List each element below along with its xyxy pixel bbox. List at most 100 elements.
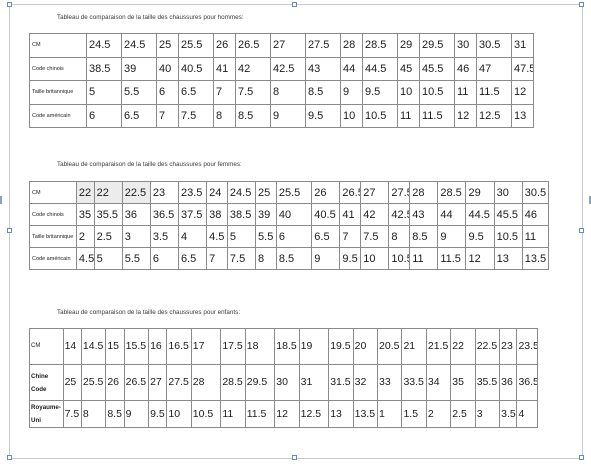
size-cell: 24.5 xyxy=(121,33,157,58)
size-cell: 7 xyxy=(206,247,228,270)
row-header: Taille britannique xyxy=(29,80,87,105)
size-cell: 25.5 xyxy=(275,181,313,204)
size-cell: 26 xyxy=(213,33,236,58)
size-cell: 22.5 xyxy=(474,328,501,365)
table-row: Taille britannique 2 2.5 3 3.5 4 4.5 5 5.5 6 6.5 7 7… xyxy=(29,225,550,248)
size-cell: 11.5 xyxy=(437,247,467,270)
size-cell: 10.5 xyxy=(388,247,411,270)
kids-size-table: CM 14 14.5 15 15.5 16 16.5 17 17.5 18 18.5 19 19.5 20… xyxy=(29,328,538,428)
size-cell: 5.5 xyxy=(121,247,151,270)
size-cell: 3.5 xyxy=(499,400,518,428)
table-row: Chine Code 25 25.5 26 26.5 27 27.5 28 28.5 29.5 30… xyxy=(29,364,538,401)
size-cell: 19.5 xyxy=(328,328,354,365)
size-cell: 27 xyxy=(270,33,306,58)
size-cell: 12 xyxy=(274,400,300,428)
size-cell: 2 xyxy=(425,400,452,428)
size-cell: 26.5 xyxy=(235,33,271,58)
size-cell: 8 xyxy=(270,80,306,105)
size-cell: 28 xyxy=(190,364,222,401)
size-cell: 7.5 xyxy=(235,80,271,105)
size-cell: 39 xyxy=(255,203,277,226)
size-cell: 46 xyxy=(454,56,477,81)
size-cell: 23 xyxy=(149,181,179,204)
resize-handle-bottom-center[interactable] xyxy=(292,455,297,460)
women-table-body: CM222222.52323.52424.52525.52626.52727.5… xyxy=(29,181,550,270)
size-cell: 30 xyxy=(274,364,300,401)
size-cell: 10.5 xyxy=(362,103,398,128)
size-cell: 11.5 xyxy=(419,103,455,128)
size-cell: 2.5 xyxy=(93,225,123,248)
size-cell: 22.5 xyxy=(121,181,151,204)
size-cell: 9.5 xyxy=(305,103,341,128)
size-cell: 35 xyxy=(75,203,95,226)
size-cell: 27 xyxy=(148,364,168,401)
size-cell: 8 xyxy=(80,400,107,428)
size-cell: 9 xyxy=(311,247,341,270)
size-cell: 33 xyxy=(377,364,403,401)
size-cell: 12 xyxy=(465,247,495,270)
size-cell: 26.5 xyxy=(123,364,150,401)
size-cell: 13.5 xyxy=(521,247,550,270)
resize-handle-middle-right[interactable] xyxy=(579,228,584,233)
size-cell: 20 xyxy=(352,328,379,365)
size-cell: 8.5 xyxy=(235,103,271,128)
kids-table-caption: Tableau de comparaison de la taille des … xyxy=(57,309,241,316)
size-cell: 29.5 xyxy=(244,364,276,401)
size-cell: 8 xyxy=(388,225,411,248)
table-row: CM 14 14.5 15 15.5 16 16.5 17 17.5 18 18.5 19 19.5 20… xyxy=(29,328,538,365)
resize-handle-middle-left[interactable] xyxy=(7,228,12,233)
table-row: Code américain 4.5 5 5.5 6 6.5 7 7.5 8 8.5 9 9.5 10 1… xyxy=(29,247,550,270)
size-cell: 19 xyxy=(298,328,330,365)
size-cell: 42.5 xyxy=(388,203,411,226)
resize-handle-top-right[interactable] xyxy=(579,2,584,7)
size-cell: 24.5 xyxy=(226,181,257,204)
size-cell: 17 xyxy=(190,328,222,365)
size-cell: 29 xyxy=(465,181,495,204)
row-header: Code américain xyxy=(29,247,77,270)
size-cell: 15 xyxy=(105,328,125,365)
row-header: Chine Code xyxy=(29,364,64,401)
size-cell: 39 xyxy=(121,56,157,81)
size-cell: 8 xyxy=(255,247,277,270)
resize-handle-bottom-left[interactable] xyxy=(7,455,12,460)
size-cell: 47.5 xyxy=(511,56,534,81)
size-cell: 10 xyxy=(360,247,390,270)
size-cell: 35 xyxy=(450,364,476,401)
size-cell: 9 xyxy=(340,80,363,105)
size-cell: 38.5 xyxy=(226,203,257,226)
size-cell: 25.5 xyxy=(80,364,107,401)
size-cell: 35.5 xyxy=(93,203,123,226)
size-cell: 30.5 xyxy=(521,181,550,204)
size-cell: 11 xyxy=(397,103,420,128)
size-cell: 32 xyxy=(352,364,379,401)
size-cell: 10.5 xyxy=(419,80,455,105)
table-row: Taille britannique 5 5.5 6 6.5 7 7.5 8 8.5 9 9.5 10… xyxy=(29,80,534,105)
women-size-table: CM222222.52323.52424.52525.52626.52727.5… xyxy=(29,181,550,270)
table-row: CM 24.5 24.5 25 25.5 26 26.5 27 27.5 28 28.5 29 29.5… xyxy=(29,33,534,58)
resize-handle-top-center[interactable] xyxy=(292,2,297,7)
size-cell: 34 xyxy=(425,364,452,401)
size-cell: 12 xyxy=(511,80,534,105)
table-row: Code américain 6 6.5 7 7.5 8 8.5 9 9.5 10 10.5 11 11… xyxy=(29,103,534,128)
men-size-table: CM 24.5 24.5 25 25.5 26 26.5 27 27.5 28 28.5 29 29.5… xyxy=(29,33,534,128)
size-cell: 13.5 xyxy=(352,400,379,428)
size-cell: 7.5 xyxy=(226,247,257,270)
resize-handle-bottom-right[interactable] xyxy=(579,455,584,460)
resize-handle-top-left[interactable] xyxy=(7,2,12,7)
size-cell: 31 xyxy=(511,33,534,58)
size-cell: 11 xyxy=(521,225,550,248)
size-cell: 5 xyxy=(93,247,123,270)
size-cell: 22 xyxy=(450,328,476,365)
size-cell: 13 xyxy=(493,247,523,270)
size-cell: 24.5 xyxy=(86,33,122,58)
size-cell: 44.5 xyxy=(465,203,495,226)
size-cell: 2.5 xyxy=(450,400,476,428)
women-table-caption: Tableau de comparaison de la taille des … xyxy=(57,161,242,168)
size-cell: 10 xyxy=(397,80,420,105)
size-cell: 28.5 xyxy=(362,33,398,58)
size-cell: 42 xyxy=(235,56,271,81)
size-cell: 25 xyxy=(156,33,179,58)
size-cell: 36 xyxy=(121,203,151,226)
size-cell: 5.5 xyxy=(255,225,277,248)
size-cell: 29 xyxy=(397,33,420,58)
